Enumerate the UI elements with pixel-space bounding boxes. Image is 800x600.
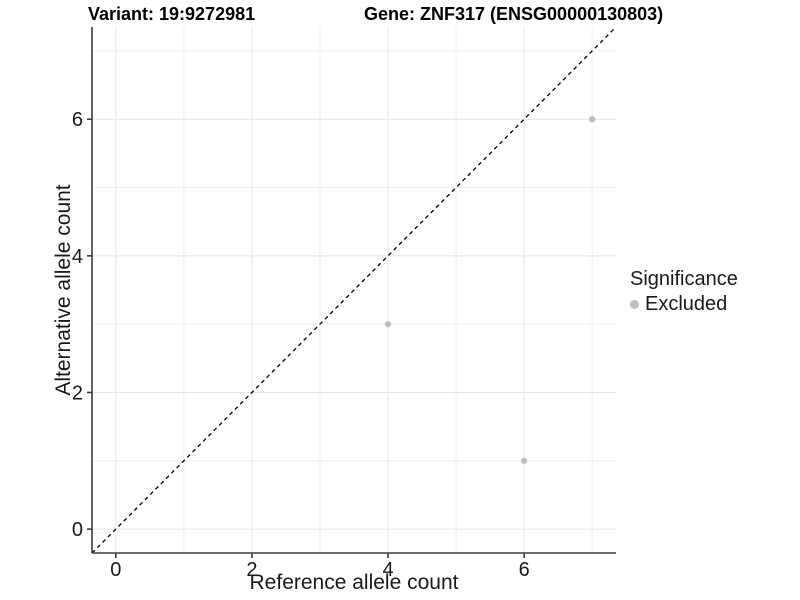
legend-item: Excluded — [630, 293, 738, 316]
data-point — [588, 116, 596, 123]
x-axis-title: Reference allele count — [249, 571, 459, 594]
x-tick-label: 2 — [246, 559, 257, 581]
legend-items: Excluded — [630, 293, 738, 316]
x-tick-label: 6 — [519, 559, 530, 581]
legend-item-label: Excluded — [645, 293, 728, 315]
y-tick-label: 0 — [72, 519, 83, 541]
x-tick-label: 0 — [110, 559, 121, 581]
legend: Significance Excluded — [630, 268, 738, 316]
legend-title: Significance — [630, 268, 738, 290]
x-tick-label: 4 — [382, 559, 393, 581]
y-tick-label: 6 — [72, 109, 83, 131]
y-tick-label: 4 — [72, 246, 83, 268]
legend-key-dot-icon — [630, 300, 639, 309]
data-point — [520, 457, 528, 464]
variant-title: Variant: 19:9272981 — [88, 4, 256, 24]
y-axis-title: Alternative allele count — [52, 184, 75, 396]
identity-dashed-line — [91, 26, 617, 554]
data-point — [384, 320, 392, 328]
gene-title: Gene: ZNF317 (ENSG00000130803) — [364, 4, 664, 24]
y-tick-label: 2 — [72, 382, 83, 404]
